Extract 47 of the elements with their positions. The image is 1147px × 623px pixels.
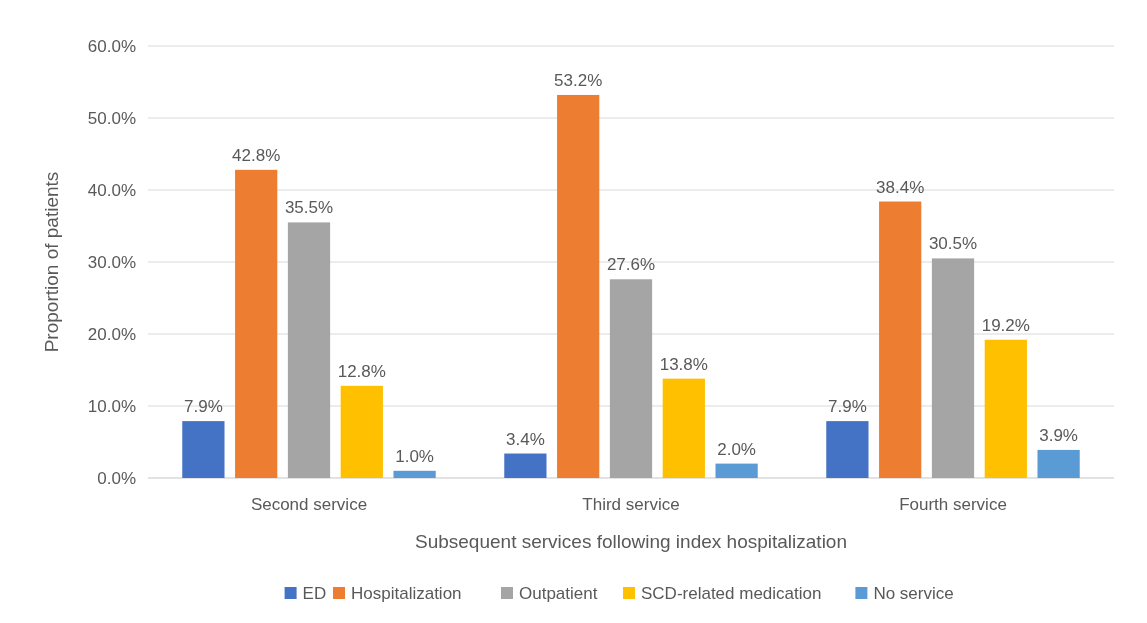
x-axis-title: Subsequent services following index hospitalization <box>415 531 847 552</box>
data-label: 3.4% <box>506 429 545 449</box>
data-label: 30.5% <box>928 234 978 254</box>
bar <box>609 279 653 478</box>
x-tick-label: Third service <box>582 495 680 514</box>
data-label: 12.8% <box>337 361 386 381</box>
data-label: 38.4% <box>876 177 925 197</box>
bar <box>662 378 705 478</box>
bar <box>1037 449 1080 478</box>
bar <box>182 421 225 478</box>
bar <box>504 453 547 478</box>
data-label: 2.0% <box>717 439 756 459</box>
legend-label: Outpatient <box>519 583 598 603</box>
data-label: 7.9% <box>184 397 223 417</box>
data-label: 1.0% <box>395 446 434 466</box>
data-label: 53.2% <box>554 70 603 90</box>
y-tick-label: 30.0% <box>87 252 136 272</box>
y-tick-label: 60.0% <box>87 36 136 56</box>
legend-label: SCD-related medication <box>641 583 822 603</box>
bar <box>826 421 869 478</box>
y-tick-label: 40.0% <box>87 180 136 200</box>
y-axis-title: Proportion of patients <box>41 171 62 353</box>
bar <box>879 201 922 478</box>
y-tick-label: 50.0% <box>87 108 136 128</box>
x-tick-label: Second service <box>250 495 368 514</box>
y-tick-label: 20.0% <box>87 324 136 344</box>
bar <box>235 169 278 478</box>
data-label: 42.8% <box>232 145 281 165</box>
bar <box>287 222 331 478</box>
bar <box>931 258 975 478</box>
data-label: 35.5% <box>284 198 334 218</box>
y-tick-label: 10.0% <box>87 396 136 416</box>
bar <box>340 385 383 478</box>
legend-label: Hospitalization <box>351 583 462 603</box>
bar <box>393 470 436 478</box>
bar <box>984 339 1027 478</box>
x-tick-label: Fourth service <box>899 495 1007 514</box>
data-label: 27.6% <box>606 255 656 275</box>
bar <box>557 94 600 478</box>
bar <box>715 463 758 478</box>
legend-label: ED <box>302 583 327 603</box>
data-label: 7.9% <box>828 397 867 417</box>
legend-label: No service <box>873 583 954 603</box>
data-label: 3.9% <box>1039 425 1078 445</box>
data-label: 19.2% <box>981 315 1030 335</box>
data-label: 13.8% <box>659 354 708 374</box>
y-tick-label: 0.0% <box>97 468 136 488</box>
